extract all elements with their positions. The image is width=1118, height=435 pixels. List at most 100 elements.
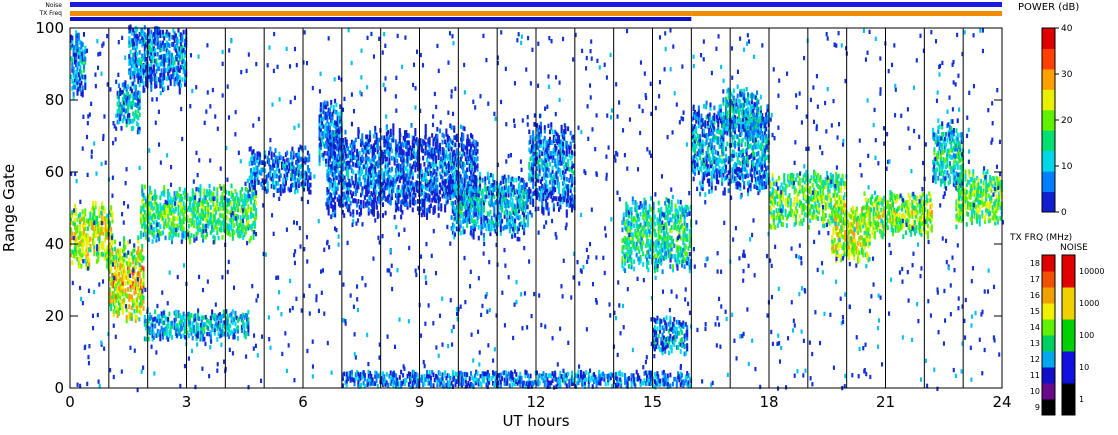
echo-pixel: [106, 231, 109, 237]
echo-pixel: [397, 188, 400, 194]
echo-pixel: [141, 206, 144, 211]
echo-pixel: [108, 276, 111, 282]
echo-pixel: [182, 205, 185, 210]
echo-pixel: [81, 74, 84, 80]
echo-pixel: [161, 33, 164, 39]
echo-pixel: [160, 216, 163, 222]
echo-pixel: [459, 219, 462, 225]
echo-pixel: [517, 215, 520, 221]
echo-pixel: [463, 151, 466, 157]
echo-pixel: [635, 205, 638, 211]
echo-pixel: [111, 211, 114, 217]
echo-pixel: [454, 192, 457, 198]
echo-pixel: [236, 207, 240, 213]
echo-pixel: [202, 333, 205, 339]
echo-pixel: [194, 313, 197, 319]
echo-pixel: [117, 293, 120, 298]
echo-pixel: [429, 178, 432, 183]
echo-pixel: [108, 210, 111, 215]
echo-pixel: [401, 173, 404, 179]
echo-pixel: [70, 220, 73, 225]
echo-pixel: [476, 156, 479, 161]
echo-pixel: [123, 236, 126, 241]
echo-pixel: [297, 154, 300, 160]
echo-pixel: [291, 164, 294, 170]
echo-pixel: [76, 224, 79, 230]
echo-pixel: [181, 225, 184, 231]
echo-pixel: [203, 199, 206, 205]
echo-pixel: [89, 215, 92, 220]
echo-pixel: [539, 125, 542, 130]
echo-pixel: [406, 205, 409, 210]
echo-pixel: [271, 158, 275, 164]
echo-pixel: [134, 88, 137, 93]
echo-pixel: [101, 201, 104, 207]
echo-pixel: [374, 125, 377, 131]
echo-pixel: [433, 179, 436, 185]
echo-pixel: [466, 187, 469, 192]
echo-pixel: [76, 80, 79, 85]
echo-pixel: [389, 197, 392, 202]
echo-pixel: [242, 227, 245, 233]
echo-pixel: [454, 200, 457, 205]
echo-pixel: [75, 48, 78, 53]
echo-pixel: [154, 58, 157, 64]
echo-pixel: [407, 140, 410, 146]
echo-pixel: [70, 56, 73, 62]
echo-pixel: [484, 198, 487, 203]
echo-pixel: [512, 224, 515, 230]
echo-pixel: [419, 188, 422, 194]
echo-pixel: [530, 144, 533, 150]
echo-pixel: [323, 143, 326, 149]
echo-pixel: [110, 299, 113, 304]
echo-pixel: [523, 183, 526, 189]
echo-pixel: [168, 75, 171, 81]
echo-pixel: [173, 191, 176, 196]
echo-pixel: [361, 169, 364, 174]
echo-pixel: [556, 133, 559, 138]
echo-pixel: [547, 167, 550, 173]
echo-pixel: [513, 225, 517, 231]
echo-pixel: [371, 192, 374, 198]
echo-pixel: [161, 73, 164, 78]
echo-pixel: [504, 192, 508, 197]
echo-pixel: [568, 195, 571, 201]
echo-pixel: [145, 199, 148, 204]
echo-pixel: [441, 157, 444, 163]
echo-pixel: [264, 150, 267, 156]
echo-pixel: [208, 221, 211, 226]
echo-pixel: [345, 168, 348, 173]
echo-pixel: [138, 32, 141, 37]
echo-pixel: [560, 196, 563, 202]
echo-pixel: [354, 155, 357, 161]
echo-pixel: [358, 165, 361, 170]
echo-pixel: [464, 203, 467, 209]
echo-pixel: [181, 62, 184, 68]
echo-pixel: [341, 202, 344, 208]
echo-pixel: [523, 216, 526, 221]
echo-pixel: [398, 128, 401, 133]
echo-pixel: [401, 159, 404, 165]
echo-pixel: [631, 232, 634, 238]
echo-pixel: [299, 175, 302, 180]
echo-pixel: [165, 47, 168, 53]
echo-pixel: [336, 165, 339, 171]
echo-pixel: [405, 130, 408, 135]
echo-pixel: [469, 165, 473, 171]
echo-pixel: [205, 317, 208, 323]
echo-pixel: [371, 145, 374, 151]
echo-pixel: [172, 197, 175, 202]
echo-pixel: [148, 74, 152, 79]
echo-pixel: [480, 226, 483, 232]
echo-pixel: [343, 180, 346, 186]
echo-pixel: [253, 174, 256, 180]
echo-pixel: [139, 234, 142, 240]
echo-pixel: [622, 244, 625, 250]
echo-pixel: [190, 232, 193, 238]
echo-pixel: [546, 202, 549, 207]
echo-pixel: [501, 218, 504, 224]
echo-pixel: [200, 229, 203, 234]
echo-pixel: [85, 240, 88, 245]
echo-pixel: [147, 194, 150, 199]
echo-pixel: [369, 166, 372, 171]
